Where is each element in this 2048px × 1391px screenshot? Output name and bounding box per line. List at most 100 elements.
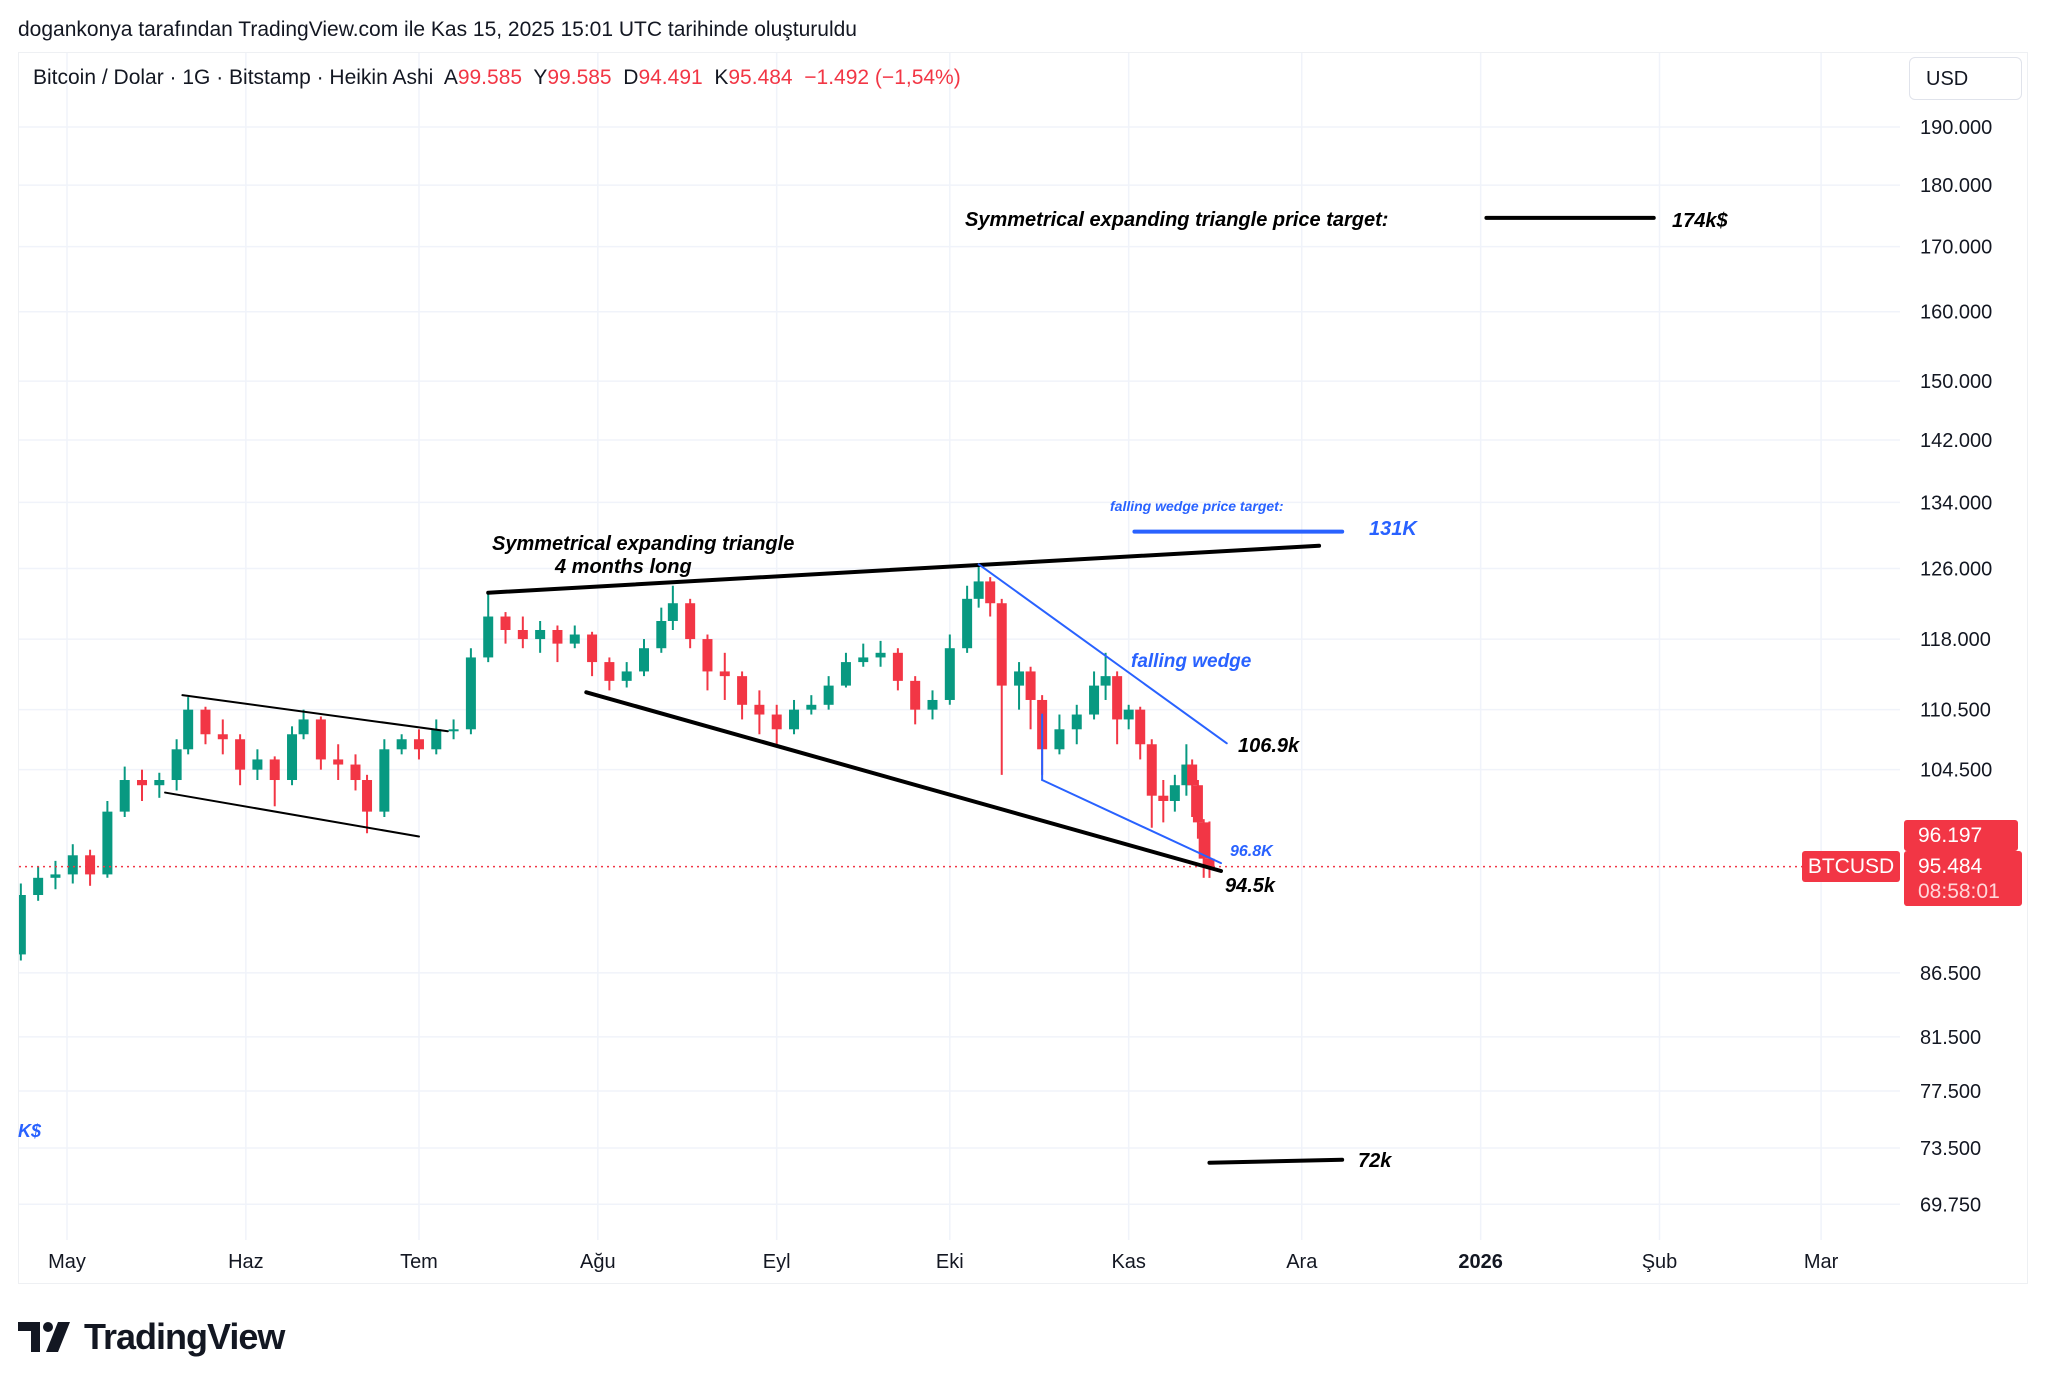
- bar-countdown: 08:58:01: [1918, 880, 2000, 903]
- price-tick-label: 142.000: [1920, 430, 1992, 452]
- currency-button[interactable]: USD: [1909, 57, 2022, 100]
- candle-body: [500, 616, 511, 630]
- candle: [50, 860, 61, 890]
- candle-body: [483, 616, 494, 658]
- candle: [1112, 671, 1123, 745]
- candle: [33, 866, 44, 901]
- candle-body: [702, 639, 713, 672]
- candle-body: [137, 780, 148, 786]
- candle: [1192, 780, 1203, 839]
- high-value: 99.585: [547, 66, 612, 89]
- candle: [754, 690, 765, 735]
- candle-body: [50, 874, 61, 878]
- price-tick-label: 180.000: [1920, 175, 1992, 197]
- triangle-bottom-value[interactable]: 94.5k: [1225, 875, 1276, 897]
- wedge-target-label[interactable]: falling wedge price target:: [1110, 498, 1284, 514]
- candle: [1187, 759, 1198, 817]
- candle: [500, 612, 511, 644]
- symbol-description[interactable]: Bitcoin / Dolar · 1G · Bitstamp · Heikin…: [33, 66, 434, 89]
- candle: [892, 648, 903, 691]
- price-tick-label: 69.750: [1920, 1194, 1981, 1216]
- flag-lower-line: [164, 791, 420, 838]
- price-tick-label: 77.500: [1920, 1081, 1981, 1103]
- candle: [702, 634, 713, 691]
- candle: [1146, 739, 1157, 828]
- time-axis[interactable]: May Haz Tem Ağu Eyl Eki Kas Ara 2026 Şub Mar: [48, 1251, 1839, 1273]
- candle: [119, 766, 130, 817]
- candle: [962, 585, 973, 653]
- candle: [996, 598, 1007, 775]
- candle-body: [944, 648, 955, 700]
- candle-body: [552, 629, 563, 644]
- candle-body: [719, 671, 730, 677]
- candle-body: [771, 714, 782, 730]
- price-tick-label: 73.500: [1920, 1138, 1981, 1160]
- triangle-duration-label[interactable]: 4 months long: [555, 556, 692, 578]
- wedge-upper-line: [977, 563, 1228, 745]
- candle: [667, 585, 678, 630]
- flag-upper-line: [181, 694, 449, 733]
- candle: [552, 625, 563, 663]
- candle-body: [985, 581, 996, 604]
- candle: [396, 734, 407, 755]
- candle: [569, 625, 580, 649]
- wedge-top-value[interactable]: 106.9k: [1238, 735, 1300, 757]
- price-tick-label: 126.000: [1920, 559, 1992, 581]
- candle: [154, 772, 165, 798]
- candle: [806, 695, 817, 715]
- candle-body: [656, 620, 667, 649]
- candle-body: [1025, 671, 1036, 700]
- candle-body: [621, 671, 632, 681]
- candle: [973, 566, 984, 608]
- candle-body: [892, 652, 903, 681]
- candle: [875, 640, 886, 667]
- candle: [985, 577, 996, 617]
- low-value: 94.491: [638, 66, 703, 89]
- candle: [1123, 704, 1134, 730]
- triangle-target-label[interactable]: Symmetrical expanding triangle price tar…: [965, 209, 1389, 231]
- tradingview-logo-icon: [18, 1322, 70, 1352]
- time-tick-label: 2026: [1458, 1251, 1503, 1273]
- candle: [685, 598, 696, 649]
- falling-wedge-label[interactable]: falling wedge: [1131, 651, 1252, 672]
- candle: [1025, 666, 1036, 730]
- candle-body: [102, 811, 113, 875]
- candle: [719, 652, 730, 700]
- candle: [269, 756, 280, 807]
- time-tick-label: Eyl: [763, 1251, 791, 1273]
- symbol-legend: Bitcoin / Dolar · 1G · Bitstamp · Heikin…: [33, 66, 961, 90]
- last-price-tag: 95.484 08:58:01: [1904, 851, 2022, 906]
- candle: [639, 639, 649, 677]
- candle-body: [667, 603, 678, 621]
- candle: [1135, 706, 1146, 760]
- candle: [183, 697, 194, 755]
- candle: [656, 607, 667, 653]
- candle-body: [217, 734, 228, 740]
- candle-body: [315, 719, 326, 760]
- candle: [1158, 780, 1169, 823]
- candle: [1169, 774, 1180, 812]
- change-value: −1.492 (−1,54%): [804, 66, 961, 89]
- candle-body: [379, 749, 390, 812]
- price-axis[interactable]: 190.000 180.000 170.000 160.000 150.000 142.0…: [1920, 117, 1992, 1216]
- candle-body: [806, 704, 817, 710]
- tradingview-wordmark: TradingView: [84, 1316, 285, 1357]
- candle: [287, 726, 298, 786]
- candle-body: [1112, 676, 1123, 720]
- candle: [1181, 744, 1192, 796]
- wedge-bottom-value[interactable]: 96.8K: [1230, 843, 1273, 860]
- candle-body: [298, 719, 309, 735]
- triangle-target-value[interactable]: 174k$: [1672, 210, 1728, 232]
- candle-body: [287, 734, 298, 781]
- candle-body: [413, 739, 424, 750]
- low-target-value[interactable]: 72k: [1358, 1150, 1392, 1172]
- candle: [200, 706, 211, 745]
- tradingview-logo[interactable]: TradingView: [18, 1316, 285, 1358]
- wedge-target-value[interactable]: 131K: [1369, 518, 1417, 540]
- candle-body: [171, 749, 182, 781]
- candle-body: [85, 855, 96, 875]
- cut-off-label[interactable]: K$: [18, 1121, 42, 1141]
- triangle-label[interactable]: Symmetrical expanding triangle: [492, 533, 795, 555]
- candle-body: [154, 780, 165, 786]
